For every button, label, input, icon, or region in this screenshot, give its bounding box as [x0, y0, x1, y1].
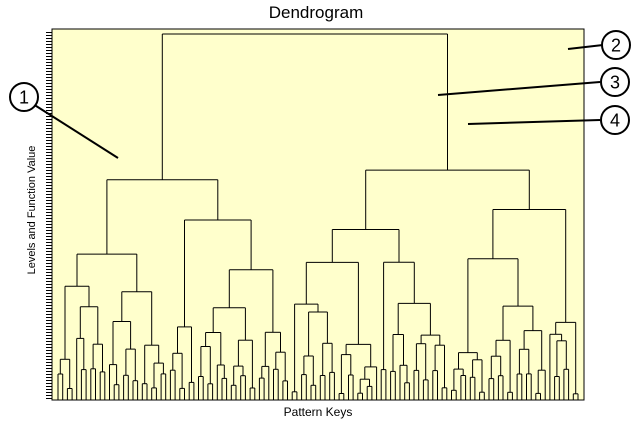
x-axis-label: Pattern Keys	[283, 405, 353, 419]
chart-title: Dendrogram	[268, 3, 364, 22]
callout-3-leader	[437, 81, 601, 96]
y-axis-ticks	[46, 32, 52, 399]
callout-3-label: 3	[610, 73, 620, 93]
callout-1: 1	[9, 82, 39, 112]
callout-4-label: 4	[610, 111, 620, 131]
callout-4: 4	[600, 105, 630, 135]
callout-1-label: 1	[19, 88, 29, 108]
callout-3: 3	[600, 67, 630, 97]
plot-area	[51, 28, 585, 401]
callout-2-leader	[567, 44, 604, 50]
y-axis-label: Levels and Function Value	[26, 145, 38, 275]
callout-4-leader	[467, 119, 601, 125]
callout-2-label: 2	[611, 36, 621, 56]
dendrogram-tree	[57, 33, 579, 400]
callout-1-leader	[32, 103, 119, 159]
callout-2: 2	[601, 30, 631, 60]
